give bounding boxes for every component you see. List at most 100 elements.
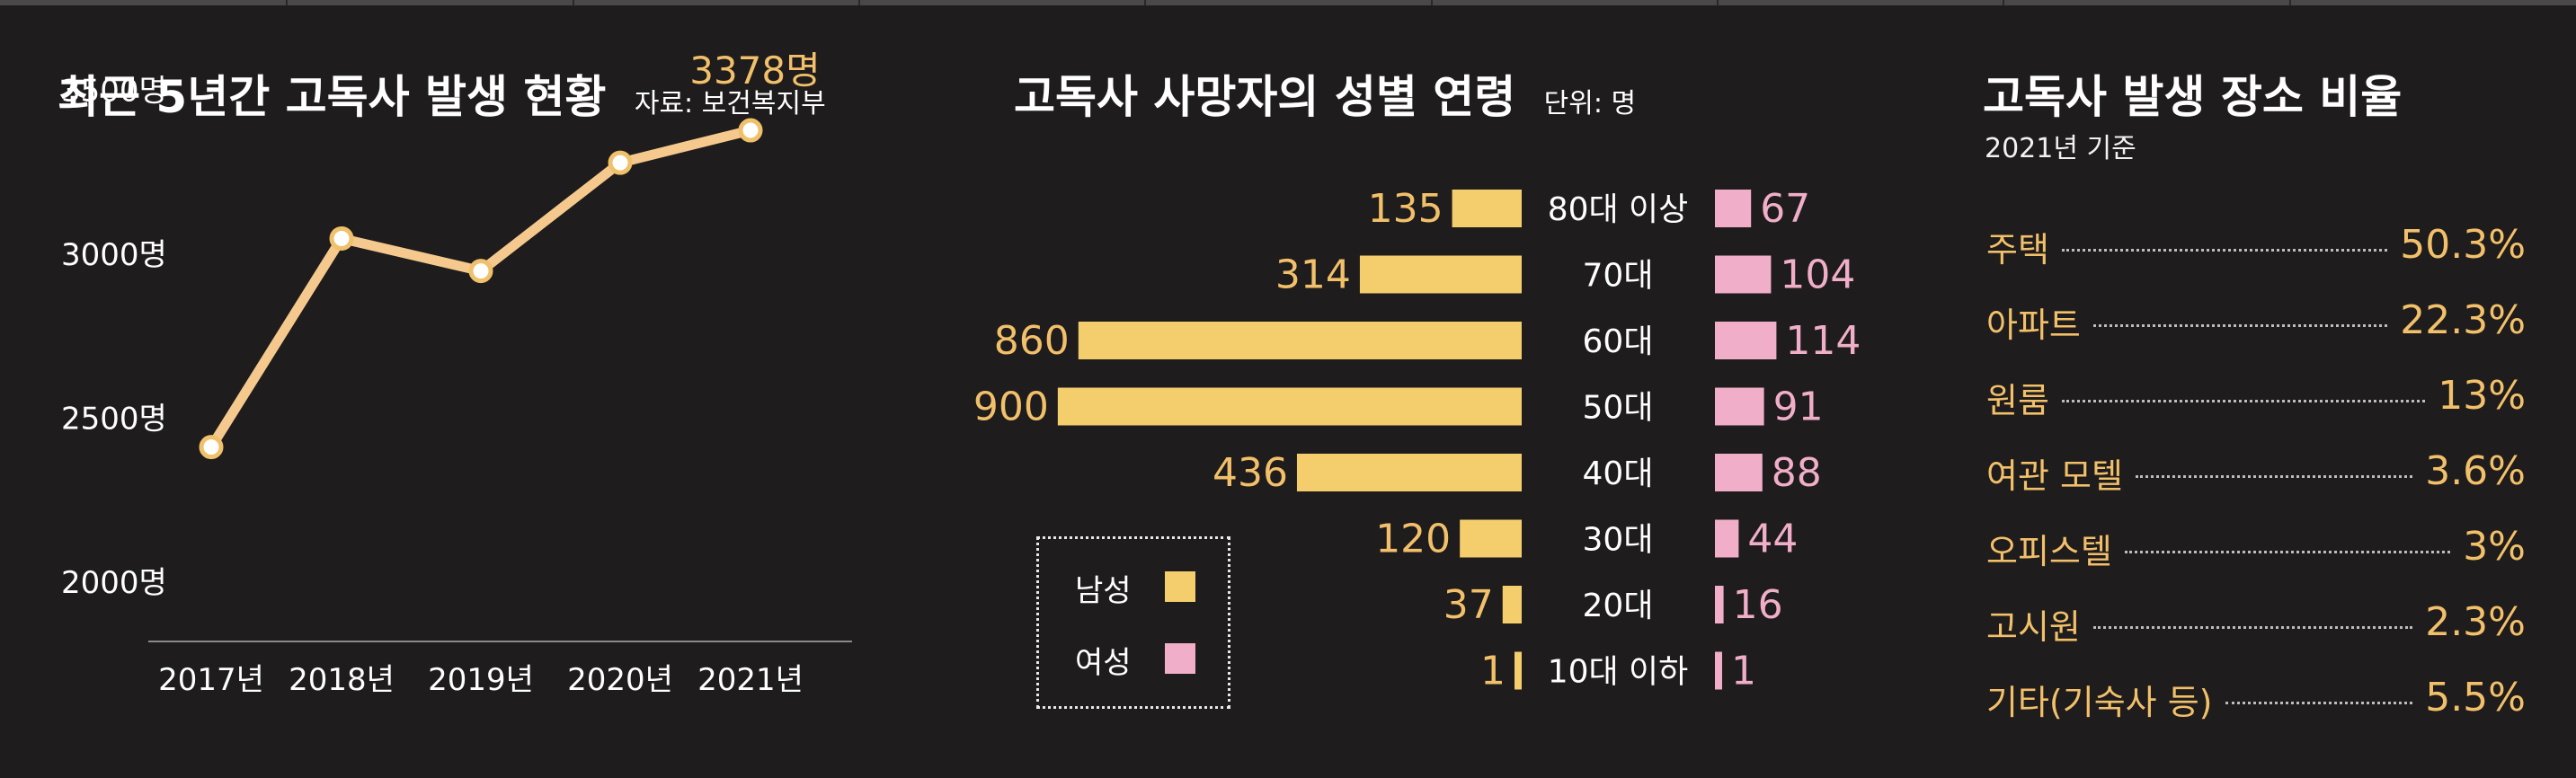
age-group-label: 60대 xyxy=(1583,323,1654,360)
x-tick-label: 2021년 xyxy=(697,662,804,698)
female-bar xyxy=(1715,322,1777,359)
data-point xyxy=(329,225,354,251)
bar-chart-title-text: 고독사 사망자의 성별 연령 xyxy=(1014,71,1516,123)
x-tick-label: 2019년 xyxy=(428,662,534,698)
location-row: 고시원 2.3% xyxy=(1986,599,2526,653)
bar-chart: 135 80대 이상 67 314 70대 104 860 60대 114 900 50대 91 436… xyxy=(973,186,1861,694)
line-chart: 2000명 2500명 3000명 3500명 2017년 2018년 2019년 2020년… xyxy=(61,49,852,698)
female-bar xyxy=(1715,190,1752,227)
y-tick-label: 2000명 xyxy=(61,565,167,601)
legend-male-swatch xyxy=(1165,571,1195,602)
female-bar xyxy=(1715,586,1724,623)
female-value-label: 67 xyxy=(1760,186,1810,232)
y-tick-label: 3000명 xyxy=(61,237,167,273)
location-value: 22.3% xyxy=(2400,297,2526,343)
legend-male-label: 남성 xyxy=(1075,573,1132,609)
series-line xyxy=(206,125,756,453)
age-group-label: 20대 xyxy=(1583,588,1654,624)
male-bar xyxy=(1515,651,1522,690)
location-row: 아파트 22.3% xyxy=(1986,297,2526,351)
female-bar xyxy=(1715,387,1764,426)
male-value-label: 860 xyxy=(994,318,1070,364)
male-value-label: 436 xyxy=(1212,450,1288,496)
age-group-label: 10대 이하 xyxy=(1548,654,1689,691)
y-tick-label: 3500명 xyxy=(61,74,167,110)
male-bar xyxy=(1502,586,1522,623)
top-strip xyxy=(0,0,2576,5)
annotation-label: 3378명 xyxy=(689,49,821,93)
location-row: 주택 50.3% xyxy=(1986,222,2526,276)
location-value: 3% xyxy=(2463,524,2526,570)
location-row: 오피스텔 3% xyxy=(1986,524,2526,578)
x-tick-label: 2017년 xyxy=(158,662,264,698)
location-label: 오피스텔 xyxy=(1986,532,2112,571)
location-value: 50.3% xyxy=(2400,222,2526,268)
location-label: 아파트 xyxy=(1986,305,2081,345)
data-point xyxy=(608,150,633,175)
male-value-label: 135 xyxy=(1368,186,1443,232)
female-value-label: 1 xyxy=(1731,649,1756,694)
female-value-label: 44 xyxy=(1747,517,1798,562)
location-subtitle: 2021년 기준 xyxy=(1985,133,2136,164)
legend-female-label: 여성 xyxy=(1075,645,1132,681)
gender-age-panel: 고독사 사망자의 성별 연령 단위: 명 135 80대 이상 67 314 70대 10… xyxy=(899,0,1932,778)
female-bar xyxy=(1715,454,1763,491)
male-value-label: 900 xyxy=(973,385,1049,430)
location-row: 기타(기숙사 등) 5.5% xyxy=(1986,675,2526,729)
female-value-label: 88 xyxy=(1772,450,1822,496)
male-bar xyxy=(1460,519,1522,558)
data-point xyxy=(199,435,224,460)
male-bar xyxy=(1078,322,1522,359)
female-bar xyxy=(1715,651,1722,690)
female-bar xyxy=(1715,519,1739,558)
legend-female-swatch xyxy=(1165,643,1195,674)
age-group-label: 50대 xyxy=(1583,390,1654,427)
male-bar xyxy=(1057,387,1522,426)
location-value: 13% xyxy=(2438,373,2526,419)
line-chart-title-text: 최근 5년간 고독사 발생 현황 xyxy=(58,71,607,123)
x-tick-label: 2018년 xyxy=(289,662,395,698)
location-label: 기타(기숙사 등) xyxy=(1986,683,2213,722)
female-value-label: 114 xyxy=(1785,318,1861,364)
male-value-label: 1 xyxy=(1480,649,1506,694)
location-ratio-panel: 고독사 발생 장소 비율 2021년 기준 주택 50.3% 아파트 22.3% 원룸 1… xyxy=(1932,0,2576,778)
dotted-leader xyxy=(2225,702,2413,704)
location-title: 고독사 발생 장소 비율 xyxy=(1983,71,2403,123)
female-value-label: 104 xyxy=(1780,252,1855,298)
age-group-label: 40대 xyxy=(1583,455,1654,492)
source-note: 자료: 보건복지부 xyxy=(634,88,826,119)
location-label: 여관 모텔 xyxy=(1986,456,2123,496)
male-value-label: 120 xyxy=(1375,517,1451,562)
location-label: 주택 xyxy=(1986,230,2049,270)
age-group-label: 30대 xyxy=(1583,522,1654,559)
female-value-label: 91 xyxy=(1773,385,1824,430)
dotted-leader xyxy=(2135,475,2413,478)
x-tick-label: 2020년 xyxy=(567,662,673,698)
location-value: 3.6% xyxy=(2425,448,2526,494)
bar-chart-title: 고독사 사망자의 성별 연령 단위: 명 xyxy=(1014,61,1636,126)
line-chart-title: 최근 5년간 고독사 발생 현황 자료: 보건복지부 xyxy=(58,61,826,126)
male-bar xyxy=(1452,190,1522,227)
y-tick-label: 2500명 xyxy=(61,402,167,438)
female-bar xyxy=(1715,255,1772,294)
dotted-leader xyxy=(2061,249,2388,252)
location-label: 원룸 xyxy=(1986,381,2049,420)
yearly-trend-panel: 최근 5년간 고독사 발생 현황 자료: 보건복지부 2000명 2500명 300… xyxy=(0,0,899,778)
male-value-label: 37 xyxy=(1443,582,1494,628)
location-label: 고시원 xyxy=(1986,607,2081,647)
location-row: 원룸 13% xyxy=(1986,373,2526,427)
male-bar xyxy=(1296,454,1522,491)
data-point xyxy=(468,259,493,284)
location-value: 5.5% xyxy=(2425,675,2526,721)
dotted-leader xyxy=(2092,324,2388,327)
dotted-leader xyxy=(2061,400,2426,402)
female-value-label: 16 xyxy=(1733,582,1783,628)
dotted-leader xyxy=(2092,626,2413,629)
data-point xyxy=(738,118,763,143)
unit-note: 단위: 명 xyxy=(1543,88,1637,119)
male-value-label: 314 xyxy=(1275,252,1351,298)
age-group-label: 70대 xyxy=(1583,258,1654,295)
location-row: 여관 모텔 3.6% xyxy=(1986,448,2526,502)
age-group-label: 80대 이상 xyxy=(1548,191,1689,228)
dotted-leader xyxy=(2124,551,2451,553)
